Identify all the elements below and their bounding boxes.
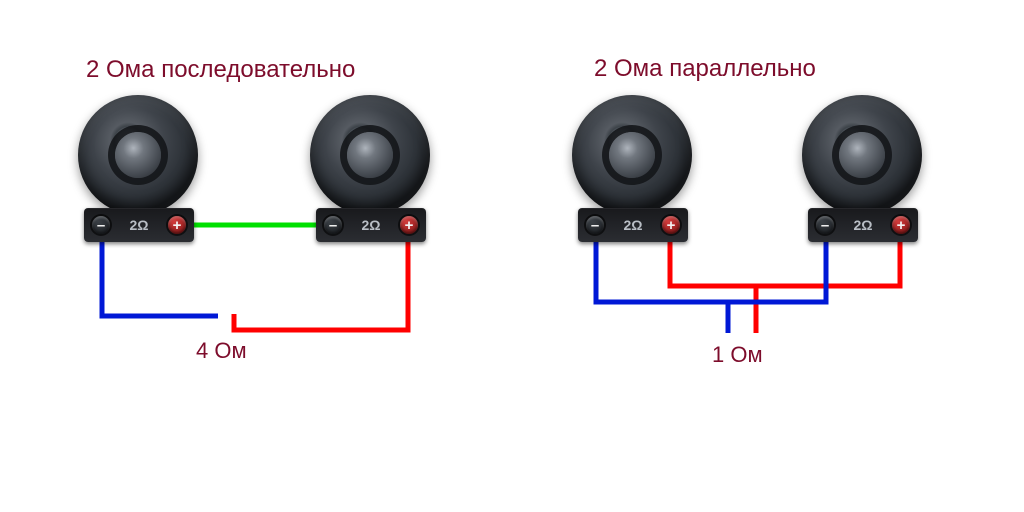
diagram-root: 2 Ома последовательно – 2Ω + – 2Ω + 4 Ом… bbox=[0, 0, 1024, 512]
plus-terminal-icon: + bbox=[168, 216, 186, 234]
parallel-speaker-2 bbox=[802, 95, 922, 215]
parallel-speaker-1-terminals: – 2Ω + bbox=[578, 208, 688, 242]
minus-terminal-icon: – bbox=[92, 216, 110, 234]
plus-terminal-icon: + bbox=[892, 216, 910, 234]
parallel-result-label: 1 Ом bbox=[712, 342, 763, 368]
impedance-label: 2Ω bbox=[623, 217, 642, 233]
series-speaker-1-terminals: – 2Ω + bbox=[84, 208, 194, 242]
minus-terminal-icon: – bbox=[586, 216, 604, 234]
impedance-label: 2Ω bbox=[853, 217, 872, 233]
parallel-title: 2 Ома параллельно bbox=[594, 55, 816, 83]
parallel-speaker-1 bbox=[572, 95, 692, 215]
series-title: 2 Ома последовательно bbox=[86, 56, 355, 84]
series-speaker-1 bbox=[78, 95, 198, 215]
minus-terminal-icon: – bbox=[816, 216, 834, 234]
series-result-label: 4 Ом bbox=[196, 338, 247, 364]
series-speaker-2-terminals: – 2Ω + bbox=[316, 208, 426, 242]
series-speaker-2 bbox=[310, 95, 430, 215]
impedance-label: 2Ω bbox=[361, 217, 380, 233]
plus-terminal-icon: + bbox=[662, 216, 680, 234]
impedance-label: 2Ω bbox=[129, 217, 148, 233]
parallel-speaker-2-terminals: – 2Ω + bbox=[808, 208, 918, 242]
minus-terminal-icon: – bbox=[324, 216, 342, 234]
plus-terminal-icon: + bbox=[400, 216, 418, 234]
